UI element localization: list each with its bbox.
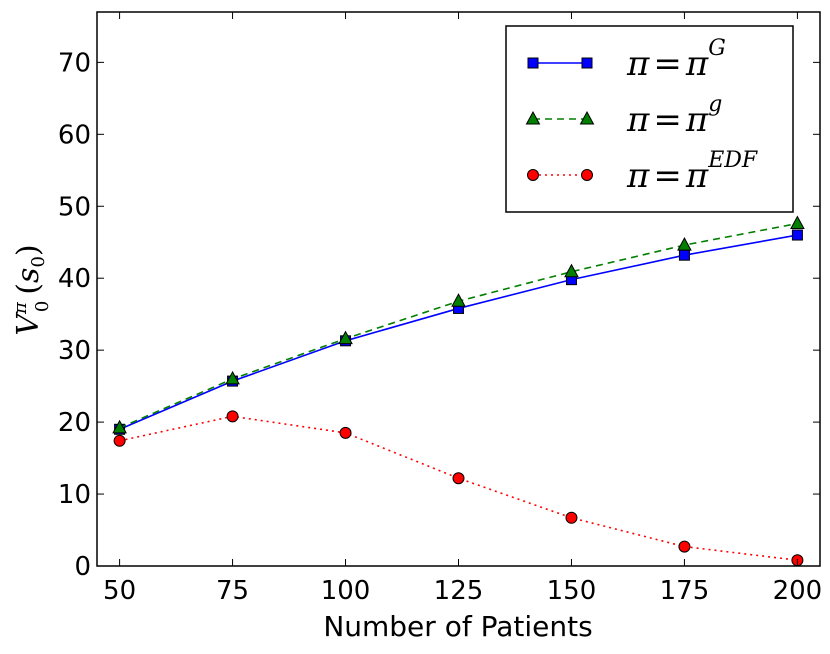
legend-label: π = πG [626, 36, 726, 84]
legend-marker [581, 57, 593, 69]
y-tick-label: 20 [58, 408, 91, 438]
y-tick-label: 10 [58, 480, 91, 510]
x-tick-label: 200 [773, 576, 823, 606]
data-point [338, 330, 353, 345]
legend-marker [581, 169, 593, 181]
svg-text:Vπ0(s0): Vπ0(s0) [10, 244, 53, 335]
legend-entry: π = πEDF [527, 148, 758, 196]
y-tick-label: 50 [58, 192, 91, 222]
legend-marker [525, 110, 541, 125]
x-tick-labels: 50 75 100 125 150 175 200 [103, 576, 822, 606]
y-axis-title-open: ( [11, 283, 46, 295]
legend-marker [527, 169, 539, 181]
series-circle [113, 410, 804, 567]
y-tick-label: 70 [58, 48, 91, 78]
y-axis-title-sup: π [10, 301, 31, 315]
data-point [226, 410, 239, 423]
x-tick-label: 100 [321, 576, 371, 606]
x-tick-label: 150 [547, 576, 597, 606]
x-tick-label: 175 [660, 576, 710, 606]
data-point [112, 419, 127, 434]
data-point [451, 293, 466, 307]
data-point [564, 263, 579, 278]
legend: π = πG π = πg π = πEDF [505, 25, 794, 213]
plot-frame [96, 11, 821, 567]
legend-box [505, 25, 794, 213]
y-axis-title-sub: 0 [32, 301, 53, 312]
y-axis-title-arg-sub: 0 [28, 256, 49, 267]
data-point [790, 215, 805, 230]
x-tick-label: 75 [216, 576, 249, 606]
y-tick-label: 40 [58, 264, 91, 294]
data-point [452, 472, 465, 485]
x-axis-title: Number of Patients [323, 610, 592, 643]
data-point [565, 511, 578, 524]
y-axis-title-arg: s [11, 268, 46, 283]
series-layer [112, 215, 805, 567]
x-tick-label: 50 [103, 576, 136, 606]
data-point [678, 249, 690, 261]
data-point [677, 237, 692, 251]
data-point [339, 426, 352, 439]
legend-entry: π = πG [527, 36, 726, 84]
legend-label: π = πEDF [626, 148, 758, 196]
legend-marker [579, 110, 595, 125]
legend-entry: π = πg [525, 92, 722, 140]
legend-marker [527, 57, 539, 69]
y-tick-label: 60 [58, 120, 91, 150]
data-point [113, 434, 126, 447]
data-point [225, 370, 240, 385]
y-tick-label: 0 [74, 552, 91, 582]
x-tick-label: 125 [434, 576, 484, 606]
y-tick-labels: 0 10 20 30 40 50 60 70 [58, 48, 91, 582]
y-axis-title: Vπ0(s0) [10, 244, 53, 335]
y-axis-title-base: V [11, 311, 46, 336]
tick-layer [97, 12, 820, 567]
legend-label: π = πg [626, 92, 722, 140]
data-point [678, 540, 691, 553]
series-triangle [112, 215, 805, 434]
y-tick-label: 30 [58, 336, 91, 366]
y-axis-title-close: ) [11, 244, 46, 256]
data-point [791, 229, 803, 241]
